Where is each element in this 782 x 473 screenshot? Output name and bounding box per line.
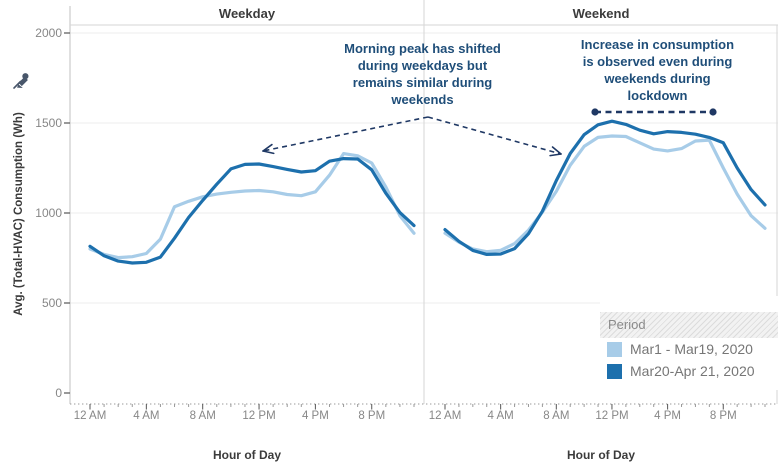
- legend: Period Mar1 - Mar19, 2020 Mar20-Apr 21, …: [600, 296, 778, 390]
- x-tick-label: 8 AM: [543, 410, 570, 422]
- y-tick-label: 500: [41, 296, 62, 310]
- legend-swatch-dark[interactable]: [607, 363, 622, 379]
- legend-item-mar1-mar19[interactable]: Mar1 - Mar19, 2020: [600, 338, 778, 360]
- x-tick-label: 4 PM: [301, 410, 329, 422]
- legend-title: Period: [600, 312, 778, 338]
- series-weekday-light: [88, 152, 416, 260]
- axis-pin-icon[interactable]: [12, 71, 30, 90]
- x-axis: [70, 403, 778, 410]
- x-tick-label: 4 AM: [133, 410, 160, 422]
- x-axis-title-weekend: Hour of Day: [566, 448, 635, 462]
- series-weekday-dark: [88, 157, 416, 265]
- legend-item-mar20-apr21[interactable]: Mar20-Apr 21, 2020: [600, 360, 778, 382]
- x-tick-label: 12 AM: [73, 410, 107, 422]
- y-tick-label: 0: [55, 386, 62, 400]
- x-tick-label: 12 AM: [428, 410, 462, 422]
- series-weekend-light: [443, 134, 767, 254]
- y-tick-label: 1000: [35, 206, 62, 220]
- x-tick-label: 12 PM: [595, 410, 629, 422]
- annotation-arrows: [262, 108, 717, 157]
- annotation-weekend: Increase in consumption is observed even…: [580, 37, 735, 103]
- y-axis-ticks: [64, 32, 70, 394]
- x-tick-label: 12 PM: [242, 410, 276, 422]
- panel-title-weekend: Weekend: [572, 6, 630, 21]
- series-weekend-dark: [443, 119, 767, 256]
- legend-swatch-light[interactable]: [607, 341, 622, 357]
- x-tick-label: 8 PM: [709, 410, 737, 422]
- y-tick-label: 1500: [35, 116, 62, 130]
- x-tick-label: 8 AM: [189, 410, 216, 422]
- x-tick-label: 4 PM: [654, 410, 682, 422]
- x-tick-label: 4 AM: [487, 410, 514, 422]
- x-tick-label: 8 PM: [358, 410, 386, 422]
- panel-title-weekday: Weekday: [218, 6, 276, 21]
- annotation-weekday: Morning peak has shifted during weekdays…: [344, 41, 501, 107]
- x-axis-title-weekday: Hour of Day: [212, 448, 281, 462]
- y-tick-label: 2000: [35, 26, 62, 40]
